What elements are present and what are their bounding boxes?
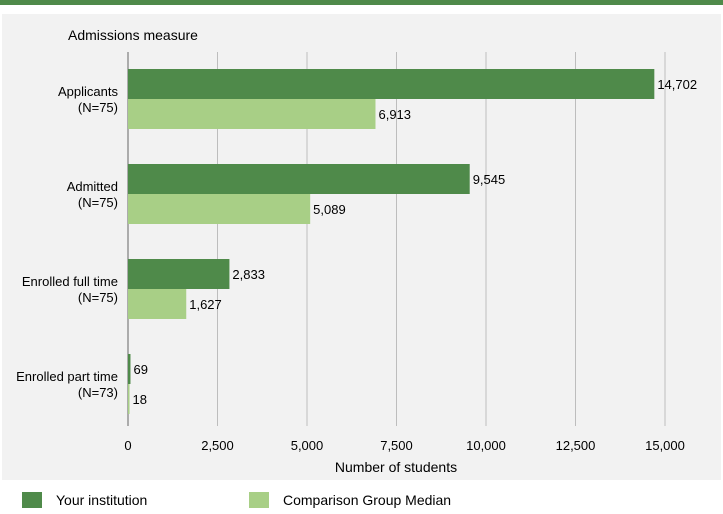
bars: [128, 69, 655, 414]
bar: [128, 289, 187, 319]
bar-value-label: 5,089: [313, 202, 346, 217]
x-tick-label: 10,000: [466, 438, 506, 453]
legend-swatch-your-institution: [22, 492, 42, 508]
x-axis-label: Number of students: [335, 459, 457, 475]
legend-swatch-comparison-group-median: [249, 492, 269, 508]
x-tick-labels: 0 2,500 5,000 7,500 10,000 12,500 15,000: [124, 438, 685, 453]
bar: [128, 259, 230, 289]
bar-value-label: 14,702: [657, 77, 697, 92]
legend-label-your-institution: Your institution: [56, 492, 148, 508]
category-label: Admitted (N=75): [67, 179, 118, 210]
legend-label-comparison-group-median: Comparison Group Median: [283, 492, 452, 508]
bar: [128, 99, 376, 129]
category-label: Enrolled part time (N=73): [16, 369, 118, 400]
legend-item-comparison-group-median: Comparison Group Median: [249, 490, 451, 510]
chart-title: Admissions measure: [68, 27, 198, 43]
legend: Your institution Comparison Group Median: [0, 484, 723, 514]
category-label: Applicants (N=75): [58, 84, 118, 115]
data-labels: 14,702 6,913 9,545 5,089 2,833 1,627 69 18: [133, 77, 698, 407]
legend-item-your-institution: Your institution: [22, 490, 147, 510]
bar: [128, 69, 655, 99]
bar-value-label: 1,627: [189, 297, 222, 312]
x-tick-label: 0: [124, 438, 131, 453]
bar-value-label: 18: [133, 392, 147, 407]
x-tick-label: 12,500: [556, 438, 596, 453]
bar: [128, 164, 470, 194]
category-labels: Applicants (N=75) Admitted (N=75) Enrolled f…: [16, 84, 118, 400]
bar-value-label: 2,833: [232, 267, 265, 282]
bar: [128, 384, 130, 414]
x-tick-label: 5,000: [291, 438, 324, 453]
bar-value-label: 69: [133, 362, 147, 377]
top-accent-rule: [0, 0, 723, 5]
x-tick-label: 15,000: [645, 438, 685, 453]
x-tick-label: 7,500: [380, 438, 413, 453]
bar: [128, 194, 311, 224]
x-tick-label: 2,500: [201, 438, 234, 453]
category-label: Enrolled full time (N=75): [22, 274, 118, 305]
bar-chart: Admissions measure 14,702 6,913 9,545 5,089…: [16, 27, 698, 475]
bar: [128, 354, 131, 384]
bar-value-label: 6,913: [378, 107, 411, 122]
bar-value-label: 9,545: [473, 172, 506, 187]
